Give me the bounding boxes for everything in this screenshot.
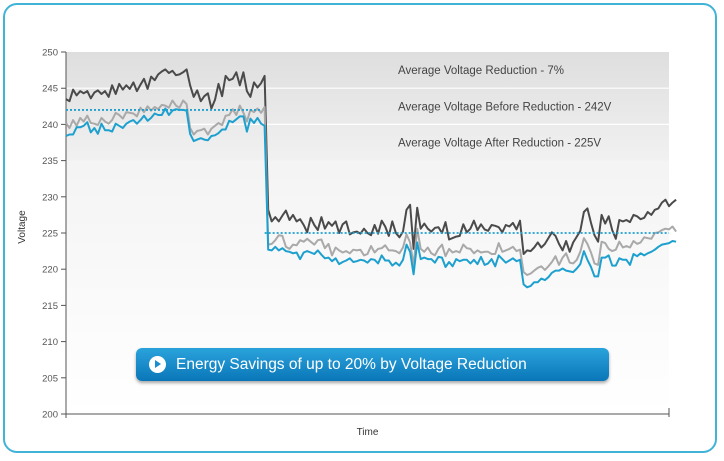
y-tick-label: 240 [42,120,58,131]
y-tick-label: 250 [42,48,58,59]
play-circle-icon [149,356,166,373]
y-tick-label: 215 [42,301,58,312]
annotation-text: Average Voltage After Reduction - 225V [398,138,601,150]
annotation-text: Average Voltage Before Reduction - 242V [398,101,612,113]
series-line-gray [65,99,677,276]
y-tick-label: 245 [42,84,58,95]
annotation-text: Average Voltage Reduction - 7% [398,65,564,77]
y-tick-label: 210 [42,337,58,348]
energy-savings-banner[interactable]: Energy Savings of up to 20% by Voltage R… [136,348,609,381]
y-tick-label: 220 [42,265,58,276]
y-tick-label: 205 [42,373,58,384]
series-line-blue [65,107,677,289]
series-line-dark [65,68,677,255]
voltage-line-chart: 200 205 210 215 220 225 230 235 240 245 250 Averag… [17,48,677,438]
y-axis-label: Voltage [17,210,28,244]
y-tick-label: 230 [42,192,58,203]
banner-text: Energy Savings of up to 20% by Voltage R… [176,356,527,373]
y-tick-label: 225 [42,229,58,240]
y-tick-label: 235 [42,156,58,167]
x-axis-label: Time [357,427,379,438]
y-tick-label: 200 [42,410,58,421]
chart-frame: 200 205 210 215 220 225 230 235 240 245 250 Averag… [3,3,717,453]
